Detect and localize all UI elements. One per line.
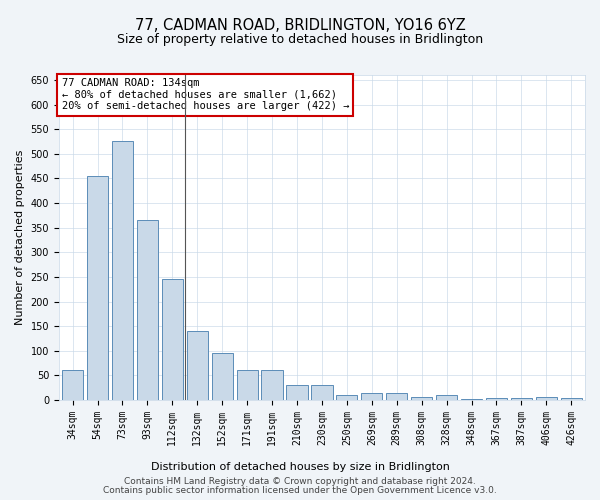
Bar <box>137 220 158 400</box>
Bar <box>112 142 133 400</box>
Bar <box>386 392 407 400</box>
Text: Size of property relative to detached houses in Bridlington: Size of property relative to detached ho… <box>117 32 483 46</box>
Text: Contains public sector information licensed under the Open Government Licence v3: Contains public sector information licen… <box>103 486 497 495</box>
Bar <box>162 280 183 400</box>
Bar <box>511 398 532 400</box>
Text: 77 CADMAN ROAD: 134sqm
← 80% of detached houses are smaller (1,662)
20% of semi-: 77 CADMAN ROAD: 134sqm ← 80% of detached… <box>62 78 349 112</box>
Bar <box>212 353 233 400</box>
Bar <box>436 395 457 400</box>
Bar <box>87 176 108 400</box>
Bar <box>236 370 258 400</box>
Bar <box>311 386 332 400</box>
Bar <box>361 392 382 400</box>
Y-axis label: Number of detached properties: Number of detached properties <box>15 150 25 325</box>
Bar <box>286 386 308 400</box>
Text: 77, CADMAN ROAD, BRIDLINGTON, YO16 6YZ: 77, CADMAN ROAD, BRIDLINGTON, YO16 6YZ <box>134 18 466 32</box>
Bar <box>536 396 557 400</box>
Bar <box>486 398 507 400</box>
Bar <box>62 370 83 400</box>
Bar <box>461 399 482 400</box>
Bar <box>262 370 283 400</box>
Text: Distribution of detached houses by size in Bridlington: Distribution of detached houses by size … <box>151 462 449 472</box>
Text: Contains HM Land Registry data © Crown copyright and database right 2024.: Contains HM Land Registry data © Crown c… <box>124 477 476 486</box>
Bar <box>411 396 432 400</box>
Bar <box>560 398 582 400</box>
Bar <box>187 331 208 400</box>
Bar <box>336 395 358 400</box>
